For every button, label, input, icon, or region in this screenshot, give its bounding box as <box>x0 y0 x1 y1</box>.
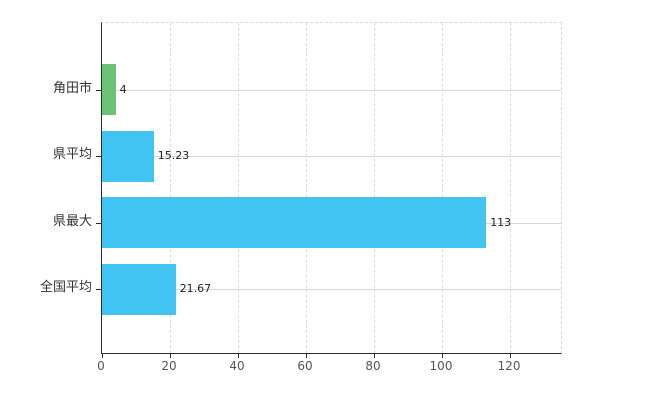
x-tick-label: 100 <box>429 359 453 373</box>
x-axis-tick <box>442 353 443 358</box>
value-label: 4 <box>119 82 127 96</box>
vertical-gridline <box>442 23 443 353</box>
x-tick-label: 40 <box>229 359 245 373</box>
x-axis-tick <box>170 353 171 358</box>
horizontal-gridline <box>102 156 561 157</box>
vertical-gridline <box>374 23 375 353</box>
horizontal-gridline <box>102 289 561 290</box>
horizontal-gridline <box>102 89 561 91</box>
y-axis-labels: 角田市県平均県最大全国平均 <box>0 22 92 352</box>
bar-角田市 <box>102 64 116 115</box>
x-axis-tick <box>510 353 511 358</box>
x-tick-label: 120 <box>497 359 521 373</box>
category-label: 角田市 <box>52 80 92 96</box>
x-axis-tick <box>374 353 375 358</box>
category-label: 全国平均 <box>39 280 92 295</box>
vertical-gridline <box>306 23 307 353</box>
value-label: 15.23 <box>157 149 190 162</box>
x-axis-labels: 0 20 40 60 80 100 120 <box>97 358 560 374</box>
x-axis-tick <box>238 353 239 358</box>
plot-area: 4 15.23 113 21.67 <box>96 22 562 358</box>
x-tick-label: 20 <box>161 359 177 373</box>
x-tick-label: 80 <box>365 359 381 373</box>
y-axis-tick <box>96 289 102 290</box>
x-tick-label: 60 <box>297 359 313 373</box>
value-label: 113 <box>490 215 512 229</box>
bar-県平均 <box>102 130 154 182</box>
vertical-gridline <box>170 23 171 353</box>
bar-全国平均 <box>102 263 176 315</box>
x-axis-tick <box>306 353 307 358</box>
y-axis-tick <box>96 156 102 157</box>
x-tick-label: 0 <box>97 359 105 373</box>
bar-県最大 <box>102 197 487 248</box>
vertical-gridline <box>510 23 511 353</box>
value-label: 21.67 <box>179 282 212 295</box>
category-label: 県平均 <box>52 147 92 162</box>
category-label: 県最大 <box>52 213 92 229</box>
x-axis-tick <box>102 353 103 358</box>
vertical-gridline <box>238 23 239 353</box>
y-axis-tick <box>96 222 102 224</box>
y-axis-tick <box>96 89 102 91</box>
